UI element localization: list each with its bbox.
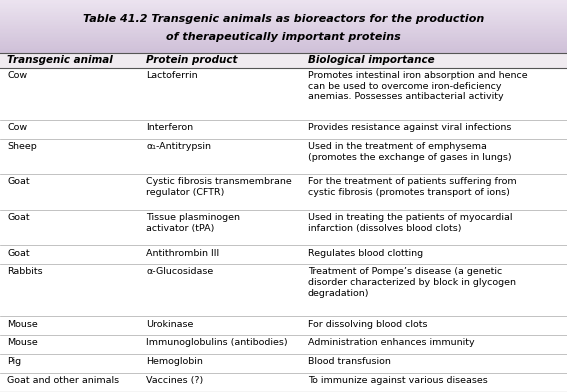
Text: Interferon: Interferon <box>146 123 193 132</box>
Text: Antithrombin III: Antithrombin III <box>146 249 219 258</box>
Bar <box>0 42 567 44</box>
Text: Mouse: Mouse <box>7 338 38 347</box>
Bar <box>0 26 567 28</box>
Text: Immunoglobulins (antibodies): Immunoglobulins (antibodies) <box>146 338 288 347</box>
Text: Vaccines (?): Vaccines (?) <box>146 376 204 385</box>
Bar <box>0 14 567 16</box>
Text: Goat: Goat <box>7 249 30 258</box>
Bar <box>0 47 567 49</box>
Text: Lactoferrin: Lactoferrin <box>146 71 198 80</box>
Bar <box>0 13 567 15</box>
Bar <box>0 20 567 21</box>
Bar <box>0 9 567 11</box>
Text: For the treatment of patients suffering from
cystic fibrosis (promotes transport: For the treatment of patients suffering … <box>308 178 517 197</box>
Text: of therapeutically important proteins: of therapeutically important proteins <box>166 32 401 42</box>
Bar <box>0 7 567 9</box>
Text: Cow: Cow <box>7 123 27 132</box>
Text: Blood transfusion: Blood transfusion <box>308 358 391 367</box>
Bar <box>0 33 567 34</box>
Bar <box>0 38 567 40</box>
Bar <box>0 34 567 36</box>
Bar <box>0 53 567 392</box>
Bar <box>0 53 567 68</box>
Bar <box>0 30 567 32</box>
Text: Biological importance: Biological importance <box>308 55 434 65</box>
Text: α-Glucosidase: α-Glucosidase <box>146 267 214 276</box>
Text: Cow: Cow <box>7 71 27 80</box>
Bar <box>0 41 567 42</box>
Bar <box>0 51 567 53</box>
Text: Transgenic animal: Transgenic animal <box>7 55 113 65</box>
Bar <box>0 6 567 8</box>
Bar <box>0 43 567 45</box>
Text: Urokinase: Urokinase <box>146 319 194 328</box>
Bar <box>0 2 567 4</box>
Bar <box>0 35 567 37</box>
Text: Mouse: Mouse <box>7 319 38 328</box>
Text: Goat: Goat <box>7 178 30 187</box>
Text: Pig: Pig <box>7 358 22 367</box>
Bar <box>0 25 567 27</box>
Text: Goat and other animals: Goat and other animals <box>7 376 120 385</box>
Text: Sheep: Sheep <box>7 142 37 151</box>
Text: Hemoglobin: Hemoglobin <box>146 358 203 367</box>
Text: Provides resistance against viral infections: Provides resistance against viral infect… <box>308 123 511 132</box>
Bar <box>0 15 567 17</box>
Text: Protein product: Protein product <box>146 55 238 65</box>
Bar <box>0 24 567 25</box>
Text: Promotes intestinal iron absorption and hence
can be used to overcome iron-defic: Promotes intestinal iron absorption and … <box>308 71 527 102</box>
Bar <box>0 39 567 41</box>
Bar <box>0 1 567 3</box>
Bar <box>0 18 567 20</box>
Text: α₁-Antitrypsin: α₁-Antitrypsin <box>146 142 211 151</box>
Text: Regulates blood clotting: Regulates blood clotting <box>308 249 423 258</box>
Text: Goat: Goat <box>7 213 30 222</box>
Bar <box>0 10 567 12</box>
Bar <box>0 27 567 29</box>
Text: Rabbits: Rabbits <box>7 267 43 276</box>
Bar <box>0 17 567 18</box>
Text: Cystic fibrosis transmembrane
regulator (CFTR): Cystic fibrosis transmembrane regulator … <box>146 178 292 197</box>
Text: To immunize against various diseases: To immunize against various diseases <box>308 376 488 385</box>
Bar <box>0 45 567 46</box>
Bar <box>0 21 567 22</box>
Bar <box>0 46 567 48</box>
Text: Administration enhances immunity: Administration enhances immunity <box>308 338 475 347</box>
Text: For dissolving blood clots: For dissolving blood clots <box>308 319 428 328</box>
Bar <box>0 4 567 5</box>
Bar <box>0 37 567 38</box>
Bar <box>0 50 567 52</box>
Bar <box>0 0 567 1</box>
Bar <box>0 31 567 33</box>
Text: Tissue plasminogen
activator (tPA): Tissue plasminogen activator (tPA) <box>146 213 240 233</box>
Text: Used in the treatment of emphysema
(promotes the exchange of gases in lungs): Used in the treatment of emphysema (prom… <box>308 142 511 162</box>
Text: Used in treating the patients of myocardial
infarction (dissolves blood clots): Used in treating the patients of myocard… <box>308 213 513 233</box>
Bar <box>0 49 567 50</box>
Text: Table 41.2 Transgenic animals as bioreactors for the production: Table 41.2 Transgenic animals as bioreac… <box>83 13 484 24</box>
Bar <box>0 22 567 24</box>
Bar <box>0 11 567 13</box>
Bar <box>0 5 567 7</box>
Bar <box>0 29 567 31</box>
Text: Treatment of Pompe’s disease (a genetic
disorder characterized by block in glyco: Treatment of Pompe’s disease (a genetic … <box>308 267 516 298</box>
